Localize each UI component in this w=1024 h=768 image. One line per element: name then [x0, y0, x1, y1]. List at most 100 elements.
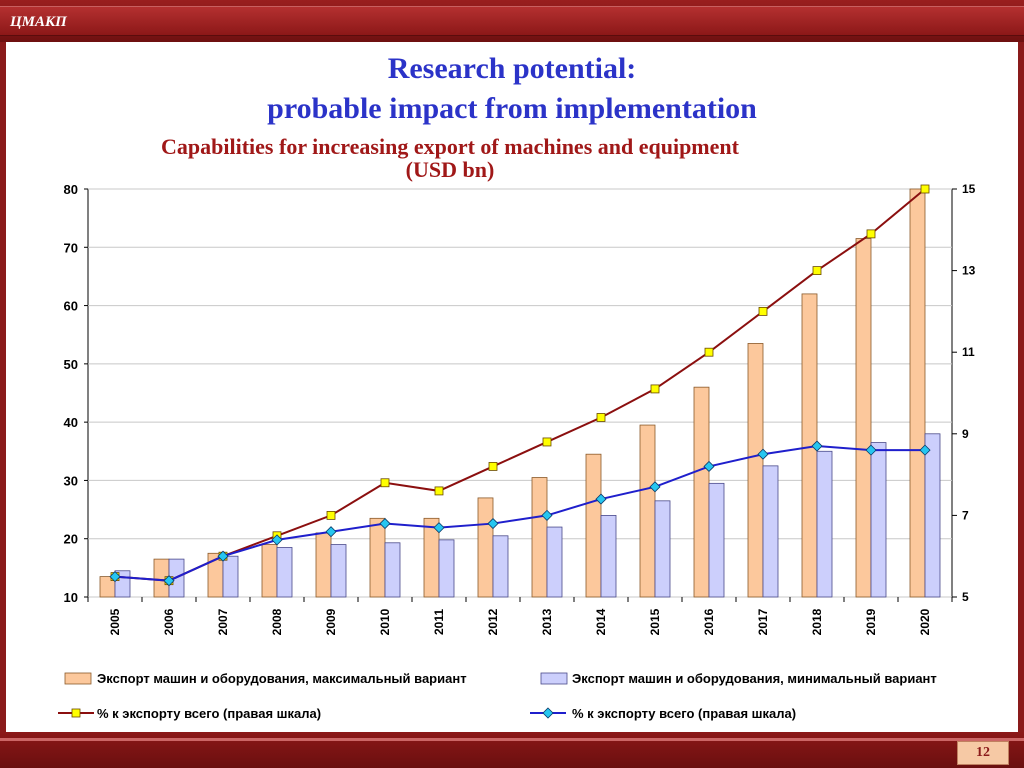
bar-min: [870, 442, 887, 598]
legend: Экспорт машин и оборудования, максимальн…: [58, 671, 937, 721]
bar-max: [909, 188, 926, 598]
marker-diamond: [811, 440, 823, 452]
bar-min: [600, 515, 617, 598]
left-axis-tick-label: 80: [64, 182, 78, 197]
marker-square: [866, 229, 876, 239]
bar-min: [762, 465, 779, 598]
right-axis-tick-label: 9: [962, 427, 969, 441]
marker-square: [326, 510, 336, 520]
header-bar-inner: [0, 6, 1024, 36]
bar-min: [222, 555, 239, 598]
x-axis-tick-label: 2006: [162, 608, 176, 635]
marker-square: [812, 266, 822, 276]
left-axis-tick-label: 10: [64, 590, 78, 605]
bar-max: [855, 238, 872, 598]
bar-min: [438, 539, 455, 598]
left-axis-tick-label: 50: [64, 357, 78, 372]
x-axis-tick-label: 2017: [756, 608, 770, 635]
bar-max: [747, 343, 764, 598]
marker-diamond: [487, 517, 499, 530]
marker-diamond: [757, 448, 769, 460]
x-axis-tick-label: 2010: [378, 608, 392, 635]
footer-bar: [0, 732, 1024, 768]
slide-frame: [0, 42, 1024, 732]
left-axis-tick-label: 30: [64, 473, 78, 488]
bar-max: [693, 386, 710, 598]
legend-label-line-min: % к экспорту всего (правая шкала): [572, 706, 796, 721]
x-axis-tick-label: 2009: [324, 608, 338, 635]
marker-diamond: [433, 522, 445, 534]
left-axis-tick-label: 60: [64, 299, 78, 314]
marker-diamond: [595, 493, 607, 505]
legend-swatch-bar-min: [540, 672, 568, 685]
x-axis-tick-label: 2020: [918, 608, 932, 635]
marker-square: [704, 347, 714, 357]
right-axis-tick-label: 15: [962, 182, 976, 196]
x-axis-tick-label: 2013: [540, 608, 554, 635]
legend-label-bar-max: Экспорт машин и оборудования, максимальн…: [97, 671, 467, 686]
bar-min: [330, 544, 347, 598]
right-axis-tick-label: 5: [962, 590, 969, 604]
footer-bar-stripe: [0, 738, 1024, 741]
x-axis-tick-label: 2019: [864, 608, 878, 635]
x-axis-tick-label: 2005: [108, 608, 122, 635]
x-axis-tick-label: 2011: [432, 609, 446, 635]
slide-title-line1: Research potential:: [387, 52, 637, 85]
marker-square: [920, 184, 930, 194]
bar-min: [708, 482, 725, 598]
x-axis-tick-label: 2015: [648, 608, 662, 635]
legend-label-line-max: % к экспорту всего (правая шкала): [97, 706, 321, 721]
marker-diamond: [919, 444, 931, 456]
legend-swatch-bar-max: [64, 672, 92, 685]
marker-diamond: [379, 517, 391, 530]
marker-diamond: [217, 550, 229, 562]
marker-diamond: [703, 460, 715, 473]
x-axis-tick-label: 2012: [486, 608, 500, 635]
marker-square: [650, 384, 660, 394]
left-axis-tick-label: 40: [64, 415, 78, 430]
marker-square: [542, 437, 552, 447]
bar-min: [492, 535, 509, 598]
x-axis-tick-label: 2007: [216, 608, 230, 635]
marker-square: [488, 462, 498, 471]
bar-max: [639, 424, 656, 598]
marker-diamond: [325, 526, 337, 538]
legend-marker-diamond: [542, 707, 554, 719]
bar-min: [924, 433, 941, 598]
marker-diamond: [649, 481, 661, 493]
left-axis-tick-label: 20: [64, 532, 78, 547]
bar-min: [384, 542, 401, 598]
marker-square: [758, 306, 768, 316]
bar-max: [477, 497, 494, 598]
slide-title-line2: probable impact from implementation: [267, 92, 757, 125]
bar-min: [546, 526, 563, 598]
marker-square: [434, 486, 444, 496]
line-share-max: [114, 188, 926, 582]
bar-max: [369, 517, 386, 598]
marker-diamond: [865, 444, 877, 456]
marker-diamond: [163, 575, 175, 587]
marker-square: [380, 478, 390, 488]
bar-max: [585, 453, 602, 598]
bar-min: [816, 450, 833, 598]
x-axis-tick-label: 2018: [810, 608, 824, 635]
legend-label-bar-min: Экспорт машин и оборудования, минимальны…: [572, 671, 937, 686]
x-axis-tick-label: 2016: [702, 608, 716, 635]
lines: [109, 184, 931, 587]
bar-max: [261, 544, 278, 598]
bars: [99, 188, 941, 598]
x-axis-tick-label: 2014: [594, 608, 608, 635]
marker-square: [596, 413, 606, 422]
marker-diamond: [541, 509, 553, 521]
page-number: 12: [957, 741, 1009, 765]
right-axis-tick-label: 11: [962, 345, 975, 359]
left-axis-tick-label: 70: [64, 240, 78, 255]
right-axis-tick-label: 7: [962, 508, 969, 522]
chart-title-line1: Capabilities for increasing export of ma…: [161, 134, 739, 159]
legend-marker-square: [71, 708, 81, 718]
bar-max: [315, 532, 332, 598]
marker-diamond: [271, 534, 283, 546]
bar-max: [531, 477, 548, 598]
brand-label: ЦМАКП: [10, 14, 67, 30]
